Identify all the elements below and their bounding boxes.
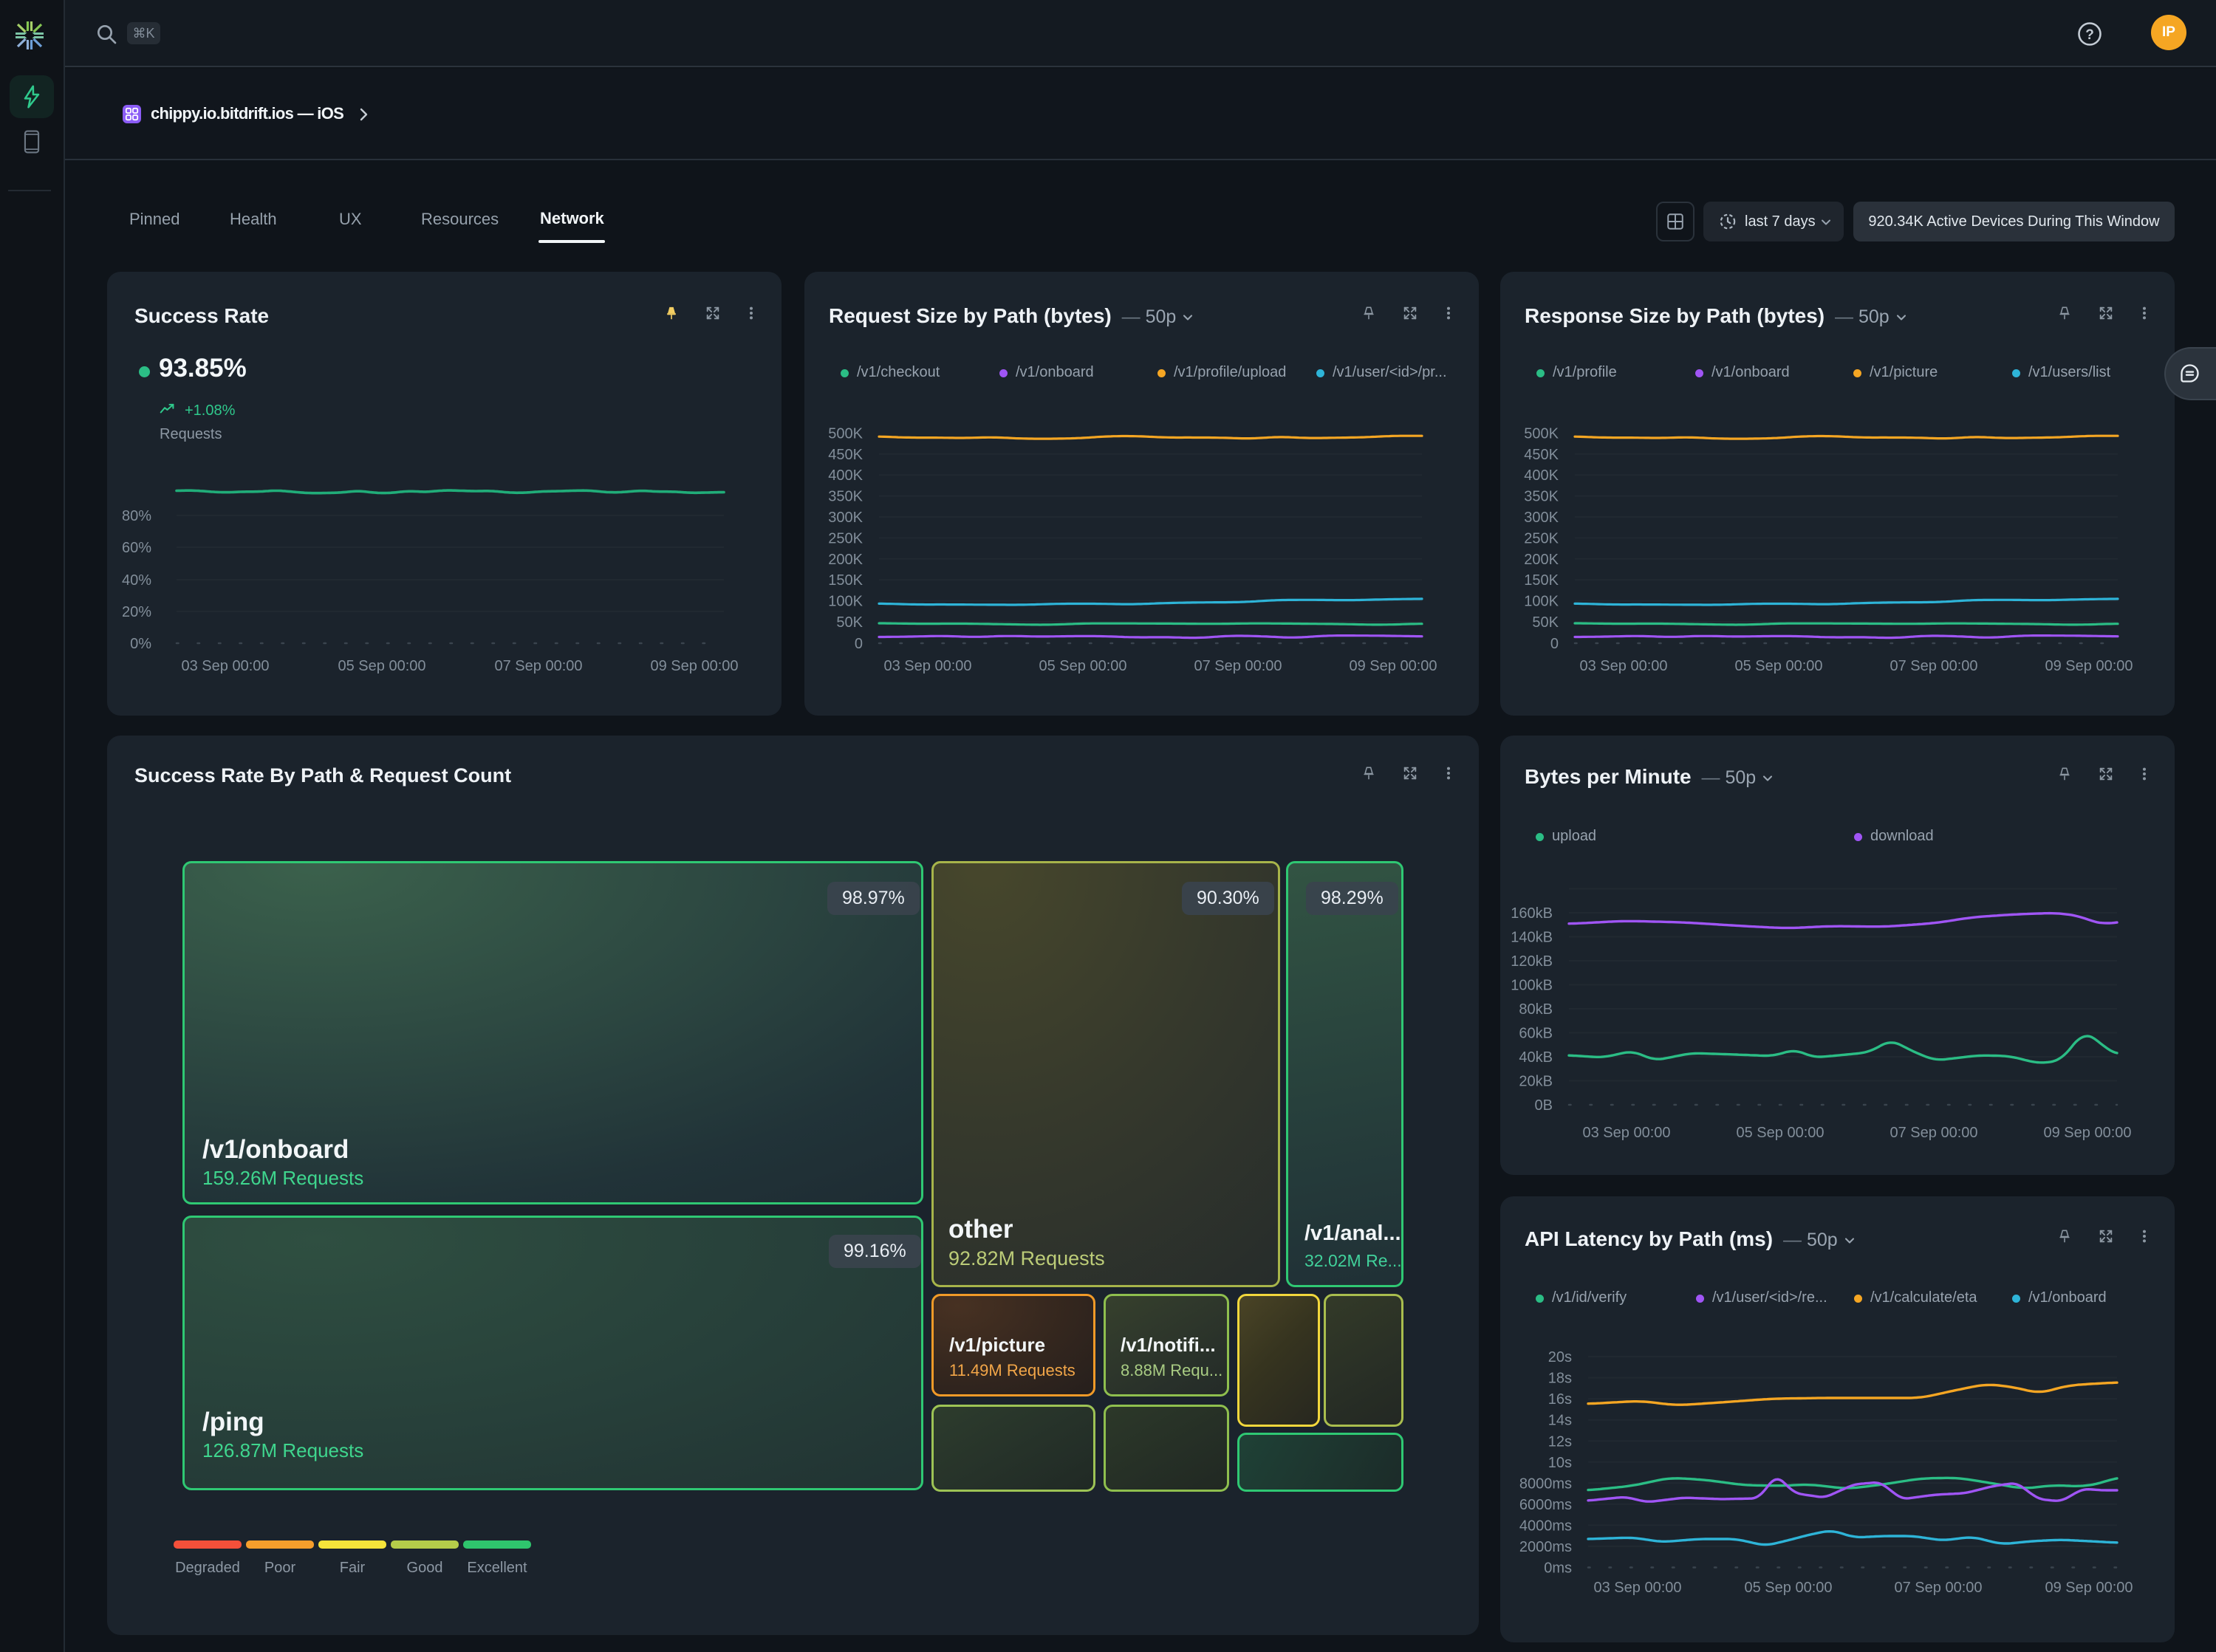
- svg-text:0: 0: [1550, 636, 1559, 652]
- svg-text:09 Sep 00:00: 09 Sep 00:00: [2045, 658, 2133, 674]
- svg-text:100K: 100K: [1524, 594, 1559, 610]
- svg-text:8000ms: 8000ms: [1519, 1476, 1572, 1492]
- svg-text:07 Sep 00:00: 07 Sep 00:00: [495, 658, 583, 674]
- svg-text:20s: 20s: [1548, 1349, 1572, 1365]
- svg-text:0ms: 0ms: [1544, 1560, 1572, 1577]
- svg-text:6000ms: 6000ms: [1519, 1497, 1572, 1513]
- svg-text:09 Sep 00:00: 09 Sep 00:00: [2044, 1125, 2132, 1141]
- svg-text:150K: 150K: [1524, 572, 1559, 589]
- svg-text:0: 0: [855, 636, 863, 652]
- svg-text:450K: 450K: [1524, 447, 1559, 463]
- svg-text:450K: 450K: [828, 447, 863, 463]
- svg-text:07 Sep 00:00: 07 Sep 00:00: [1895, 1580, 1983, 1596]
- svg-text:03 Sep 00:00: 03 Sep 00:00: [884, 658, 972, 674]
- svg-text:80kB: 80kB: [1519, 1001, 1553, 1018]
- svg-text:350K: 350K: [1524, 489, 1559, 505]
- svg-text:03 Sep 00:00: 03 Sep 00:00: [1583, 1125, 1671, 1141]
- svg-text:20kB: 20kB: [1519, 1074, 1553, 1090]
- svg-text:03 Sep 00:00: 03 Sep 00:00: [182, 658, 270, 674]
- svg-text:05 Sep 00:00: 05 Sep 00:00: [1039, 658, 1127, 674]
- svg-text:100kB: 100kB: [1511, 978, 1553, 994]
- svg-text:09 Sep 00:00: 09 Sep 00:00: [1350, 658, 1437, 674]
- svg-text:140kB: 140kB: [1511, 930, 1553, 946]
- svg-text:18s: 18s: [1548, 1371, 1572, 1387]
- svg-text:14s: 14s: [1548, 1413, 1572, 1429]
- svg-text:05 Sep 00:00: 05 Sep 00:00: [1737, 1125, 1825, 1141]
- svg-text:250K: 250K: [1524, 530, 1559, 546]
- svg-text:09 Sep 00:00: 09 Sep 00:00: [651, 658, 739, 674]
- svg-text:60kB: 60kB: [1519, 1026, 1553, 1042]
- svg-text:500K: 500K: [1524, 425, 1559, 442]
- svg-text:05 Sep 00:00: 05 Sep 00:00: [1745, 1580, 1833, 1596]
- svg-text:05 Sep 00:00: 05 Sep 00:00: [1735, 658, 1823, 674]
- svg-text:4000ms: 4000ms: [1519, 1518, 1572, 1535]
- svg-text:03 Sep 00:00: 03 Sep 00:00: [1594, 1580, 1682, 1596]
- svg-text:03 Sep 00:00: 03 Sep 00:00: [1580, 658, 1668, 674]
- svg-text:150K: 150K: [828, 572, 863, 589]
- svg-text:?: ?: [2085, 27, 2094, 43]
- svg-text:80%: 80%: [122, 508, 151, 524]
- svg-text:200K: 200K: [828, 552, 863, 568]
- svg-text:16s: 16s: [1548, 1391, 1572, 1408]
- svg-text:120kB: 120kB: [1511, 953, 1553, 970]
- svg-text:350K: 350K: [828, 489, 863, 505]
- svg-text:05 Sep 00:00: 05 Sep 00:00: [338, 658, 426, 674]
- svg-text:07 Sep 00:00: 07 Sep 00:00: [1194, 658, 1282, 674]
- svg-text:20%: 20%: [122, 604, 151, 620]
- svg-text:0%: 0%: [130, 636, 151, 652]
- svg-text:300K: 300K: [828, 510, 863, 526]
- svg-text:07 Sep 00:00: 07 Sep 00:00: [1890, 658, 1978, 674]
- svg-text:400K: 400K: [1524, 467, 1559, 484]
- svg-text:250K: 250K: [828, 530, 863, 546]
- svg-text:60%: 60%: [122, 540, 151, 556]
- svg-text:100K: 100K: [828, 594, 863, 610]
- svg-text:10s: 10s: [1548, 1455, 1572, 1471]
- svg-text:0B: 0B: [1535, 1097, 1553, 1114]
- svg-text:200K: 200K: [1524, 552, 1559, 568]
- svg-text:12s: 12s: [1548, 1433, 1572, 1450]
- svg-text:07 Sep 00:00: 07 Sep 00:00: [1890, 1125, 1978, 1141]
- svg-text:300K: 300K: [1524, 510, 1559, 526]
- svg-text:50K: 50K: [1532, 614, 1559, 631]
- svg-text:50K: 50K: [836, 614, 863, 631]
- svg-text:09 Sep 00:00: 09 Sep 00:00: [2045, 1580, 2133, 1596]
- svg-text:40%: 40%: [122, 572, 151, 589]
- svg-text:2000ms: 2000ms: [1519, 1539, 1572, 1555]
- svg-text:160kB: 160kB: [1511, 905, 1553, 922]
- svg-text:40kB: 40kB: [1519, 1049, 1553, 1066]
- svg-text:400K: 400K: [828, 467, 863, 484]
- svg-text:500K: 500K: [828, 425, 863, 442]
